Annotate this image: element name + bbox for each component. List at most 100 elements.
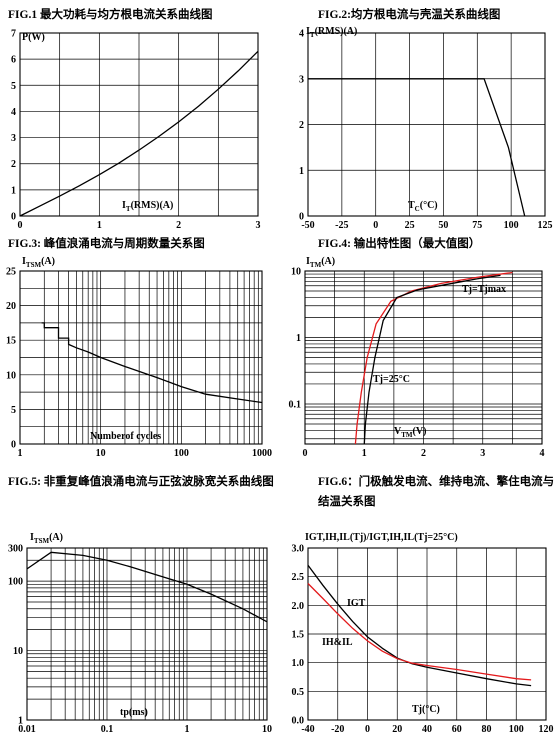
y-tick-label: 0 xyxy=(11,440,16,451)
series-line-0 xyxy=(19,50,259,217)
x-tick-label: 10 xyxy=(262,724,272,735)
y-tick-label: 3.0 xyxy=(292,544,305,555)
y-tick-label: 4 xyxy=(299,29,304,40)
series-annotation: Tj=25°C xyxy=(373,374,410,385)
plot-frame xyxy=(307,32,546,217)
plot-frame xyxy=(304,270,543,445)
y-tick-label: 0.5 xyxy=(292,687,305,698)
series-line-0 xyxy=(354,271,513,445)
y-tick-label: 1 xyxy=(296,333,301,344)
x-tick-label: 120 xyxy=(539,724,554,735)
series-line-0 xyxy=(308,78,526,217)
x-tick-label: 10 xyxy=(96,448,106,459)
y-tick-label: 1 xyxy=(299,166,304,177)
x-tick-label: 1 xyxy=(185,724,190,735)
x-tick-label: 60 xyxy=(452,724,462,735)
x-tick-label: -40 xyxy=(301,724,314,735)
plot-frame xyxy=(26,547,268,721)
y-tick-label: 4 xyxy=(11,107,16,118)
y-tick-label: 100 xyxy=(8,577,23,588)
y-tick-label: 1.5 xyxy=(292,630,305,641)
x-tick-label: 50 xyxy=(438,220,448,231)
y-tick-label: 15 xyxy=(6,336,16,347)
y-tick-label: 7 xyxy=(11,29,16,40)
x-axis-label: tp(ms) xyxy=(120,707,148,718)
y-axis-label: ITSM(A) xyxy=(22,256,55,269)
x-tick-label: 100 xyxy=(504,220,519,231)
x-axis-label: Tj(°C) xyxy=(412,704,440,715)
x-tick-label: 0 xyxy=(303,448,308,459)
plot-frame xyxy=(19,270,263,445)
y-axis-label: IT(RMS)(A) xyxy=(306,26,357,39)
y-tick-label: 2.0 xyxy=(292,601,305,612)
series-annotation: Tj=Tjmax xyxy=(462,284,506,295)
series-line-1 xyxy=(307,583,532,681)
x-tick-label: -25 xyxy=(335,220,348,231)
x-axis-label: IT(RMS)(A) xyxy=(122,200,173,213)
y-tick-label: 20 xyxy=(6,301,16,312)
series-line-1 xyxy=(363,274,501,445)
y-tick-label: 300 xyxy=(8,544,23,555)
y-tick-label: 10 xyxy=(291,267,301,278)
x-tick-label: 75 xyxy=(472,220,482,231)
y-tick-label: 2 xyxy=(299,120,304,131)
x-tick-label: 2 xyxy=(176,220,181,231)
x-tick-label: -20 xyxy=(331,724,344,735)
x-tick-label: 125 xyxy=(538,220,553,231)
y-tick-label: 0 xyxy=(11,212,16,223)
y-axis-label: IGT,IH,IL(Tj)/IGT,IH,IL(Tj=25°C) xyxy=(305,532,458,543)
x-tick-label: 1 xyxy=(362,448,367,459)
x-tick-label: 3 xyxy=(480,448,485,459)
y-axis-label: P(W) xyxy=(22,32,45,43)
x-axis-label: VTM(V) xyxy=(394,426,426,439)
y-tick-label: 1.0 xyxy=(292,658,305,669)
series-line-0 xyxy=(307,564,532,687)
x-tick-label: 0 xyxy=(18,220,23,231)
y-tick-label: 25 xyxy=(6,267,16,278)
x-tick-label: 20 xyxy=(392,724,402,735)
y-tick-label: 6 xyxy=(11,55,16,66)
x-tick-label: 0.01 xyxy=(18,724,36,735)
y-tick-label: 2.5 xyxy=(292,572,305,583)
y-tick-label: 5 xyxy=(11,81,16,92)
x-tick-label: 1 xyxy=(18,448,23,459)
y-tick-label: 10 xyxy=(6,370,16,381)
x-axis-label: TC(°C) xyxy=(408,200,438,213)
x-tick-label: 4 xyxy=(540,448,545,459)
fig2-title: FIG.2:均方根电流与壳温关系曲线图 xyxy=(318,9,501,21)
x-tick-label: 40 xyxy=(422,724,432,735)
plot-frame xyxy=(307,547,547,721)
x-tick-label: 25 xyxy=(405,220,415,231)
x-tick-label: 2 xyxy=(421,448,426,459)
x-tick-label: 0 xyxy=(373,220,378,231)
plot-frame xyxy=(19,32,259,217)
series-annotation: IH&IL xyxy=(322,637,353,648)
y-tick-label: 2 xyxy=(11,159,16,170)
y-tick-label: 0 xyxy=(299,212,304,223)
x-tick-label: 100 xyxy=(509,724,524,735)
x-tick-label: 1000 xyxy=(252,448,272,459)
series-annotation: IGT xyxy=(347,598,366,609)
x-tick-label: 0 xyxy=(365,724,370,735)
y-tick-label: 1 xyxy=(11,185,16,196)
x-tick-label: 80 xyxy=(482,724,492,735)
x-tick-label: 0.1 xyxy=(101,724,114,735)
y-tick-label: 5 xyxy=(11,405,16,416)
y-axis-label: ITM(A) xyxy=(306,256,335,269)
y-tick-label: 0.0 xyxy=(292,716,305,727)
x-tick-label: 3 xyxy=(256,220,261,231)
x-tick-label: 100 xyxy=(174,448,189,459)
fig6-title: FIG.6：门极触发电流、维持电流、擎住电流与结温关系图 xyxy=(318,476,555,508)
y-axis-label: ITSM(A) xyxy=(30,532,63,545)
fig5-title: FIG.5: 非重复峰值浪涌电流与正弦波脉宽关系曲线图 xyxy=(8,476,274,488)
fig3-title: FIG.3: 峰值浪涌电流与周期数量关系图 xyxy=(8,238,205,250)
x-tick-label: 1 xyxy=(97,220,102,231)
y-tick-label: 1 xyxy=(18,716,23,727)
y-tick-label: 3 xyxy=(299,74,304,85)
